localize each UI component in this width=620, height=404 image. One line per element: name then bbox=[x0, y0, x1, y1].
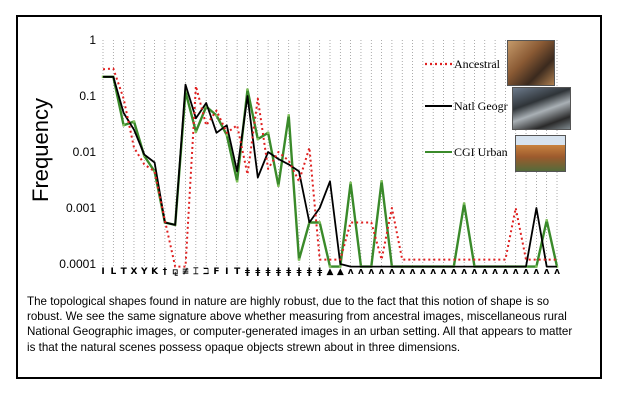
x-tick-label: T bbox=[234, 267, 241, 277]
x-tick-label: ʌ bbox=[420, 267, 426, 277]
x-tick-label: ⌶ bbox=[193, 266, 199, 277]
x-tick-label: ʌ bbox=[348, 267, 354, 277]
x-tick-label: L bbox=[110, 267, 116, 277]
cgi-urban-point bbox=[246, 88, 249, 91]
x-tick-label: ʌ bbox=[472, 267, 478, 277]
y-tick-label: 0.01 bbox=[73, 145, 97, 159]
y-tick-label: 1 bbox=[89, 33, 96, 47]
x-tick-label: ʌ bbox=[533, 267, 539, 277]
cgi-urban-point bbox=[287, 114, 290, 117]
cgi-urban-point bbox=[328, 265, 332, 268]
cgi-urban-point bbox=[277, 184, 280, 187]
cgi-urban-point bbox=[215, 114, 218, 117]
legend-label: Ancestral bbox=[454, 57, 501, 71]
y-tick-label: 0.001 bbox=[66, 201, 96, 215]
x-tick-label: ʌ bbox=[461, 267, 467, 277]
x-tick-label: ▲ bbox=[337, 267, 344, 277]
x-tick-label: ʌ bbox=[358, 267, 364, 277]
y-tick-label: 0.0001 bbox=[59, 257, 96, 271]
x-tick-label: I bbox=[225, 267, 228, 277]
x-tick-label: ʌ bbox=[389, 267, 395, 277]
cgi-urban-point bbox=[380, 180, 383, 183]
legend-label: Natl Geogr bbox=[454, 99, 508, 113]
y-axis: 1 0.1 0.01 0.001 0.0001 Frequency bbox=[28, 33, 96, 271]
x-tick-label: X bbox=[130, 267, 137, 277]
x-tick-label: ǂ bbox=[276, 267, 281, 277]
cgi-urban-point bbox=[235, 180, 239, 183]
natl-geogr-photo-thumbnail bbox=[512, 87, 571, 130]
x-tick-label: ʌ bbox=[451, 267, 457, 277]
cgi-urban-point bbox=[535, 265, 538, 268]
cgi-urban-photo-thumbnail bbox=[515, 135, 566, 172]
cgi-urban-point bbox=[225, 133, 229, 137]
cgi-urban-point bbox=[153, 170, 156, 173]
cgi-urban-point bbox=[194, 130, 198, 133]
x-tick-label: ʌ bbox=[554, 267, 560, 277]
x-tick-label: ʌ bbox=[482, 267, 488, 277]
x-tick-label: ǂ bbox=[266, 267, 271, 277]
x-tick-label: ʌ bbox=[368, 267, 374, 277]
x-tick-label: † bbox=[163, 267, 168, 277]
legend-label: CGI Urban bbox=[454, 145, 508, 159]
cgi-urban-point bbox=[256, 137, 259, 141]
cgi-urban-point bbox=[349, 181, 352, 185]
cgi-urban-point bbox=[204, 105, 208, 108]
x-tick-label: ʌ bbox=[502, 267, 508, 277]
cgi-urban-point bbox=[339, 265, 342, 268]
x-tick-label: ǂ bbox=[286, 267, 291, 277]
series-line-ancestral bbox=[102, 67, 557, 268]
x-tick-label: K bbox=[151, 267, 159, 277]
x-tick-label: ʌ bbox=[492, 267, 498, 277]
x-tick-label: ʌ bbox=[430, 267, 436, 277]
x-tick-label: ▲ bbox=[327, 267, 334, 277]
x-tick-label: ǂ bbox=[297, 267, 302, 277]
x-tick-label: ǂ bbox=[307, 267, 312, 277]
series-line-natl-geogr bbox=[103, 75, 557, 268]
x-tick-label: ǂ bbox=[317, 267, 322, 277]
x-tick-label: ⚼ bbox=[172, 267, 178, 277]
x-tick-label: ʌ bbox=[513, 267, 519, 277]
x-axis-tick-labels: I L T X Y K † ⚼ ≢ ⌶ ℶ F I T ǂ ǂ ǂ ǂ ǂ ǂ ǂ ǂ ▲ ▲ ʌ ʌ ʌ ʌ ʌ ʌ ʌ ʌ ʌ ʌ ʌ ʌ ʌ ʌ ʌ ʌ… bbox=[101, 266, 560, 277]
x-tick-label: T bbox=[121, 267, 128, 277]
figure-caption: The topological shapes found in nature a… bbox=[27, 295, 573, 354]
x-tick-label: F bbox=[213, 267, 219, 277]
x-tick-label: ʌ bbox=[379, 267, 385, 277]
x-tick-label: ≢ bbox=[182, 267, 190, 277]
series-layer bbox=[101, 67, 559, 268]
cgi-urban-point bbox=[462, 202, 466, 205]
y-axis-label: Frequency bbox=[28, 98, 53, 202]
x-tick-label: Y bbox=[140, 267, 148, 277]
x-tick-label: ʌ bbox=[410, 267, 416, 277]
cgi-urban-point bbox=[297, 258, 301, 261]
y-tick-label: 0.1 bbox=[79, 89, 96, 103]
x-tick-label: ǂ bbox=[245, 267, 250, 277]
legend: Ancestral Natl Geogr CGI Urban bbox=[425, 57, 508, 159]
cgi-urban-point bbox=[122, 124, 125, 127]
x-tick-label: ǂ bbox=[255, 267, 260, 277]
x-tick-label: ʌ bbox=[441, 267, 447, 277]
x-tick-label: ʌ bbox=[399, 267, 405, 277]
cgi-urban-point bbox=[143, 154, 146, 158]
cgi-urban-point bbox=[545, 219, 548, 222]
cgi-urban-point bbox=[132, 120, 136, 123]
x-tick-label: ʌ bbox=[523, 267, 529, 277]
x-tick-label: ʌ bbox=[544, 267, 550, 277]
ancestral-photo-thumbnail bbox=[507, 40, 555, 86]
x-tick-label: I bbox=[101, 267, 104, 277]
cgi-urban-point bbox=[318, 221, 321, 224]
x-tick-label: ℶ bbox=[203, 267, 210, 277]
figure-frame bbox=[16, 15, 602, 379]
cgi-urban-point bbox=[266, 131, 270, 135]
